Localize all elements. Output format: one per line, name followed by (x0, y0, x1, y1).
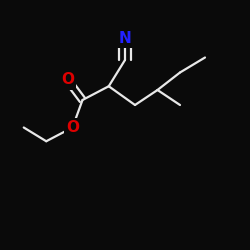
Text: O: O (61, 72, 74, 88)
Text: O: O (66, 120, 79, 135)
Text: N: N (119, 31, 132, 46)
